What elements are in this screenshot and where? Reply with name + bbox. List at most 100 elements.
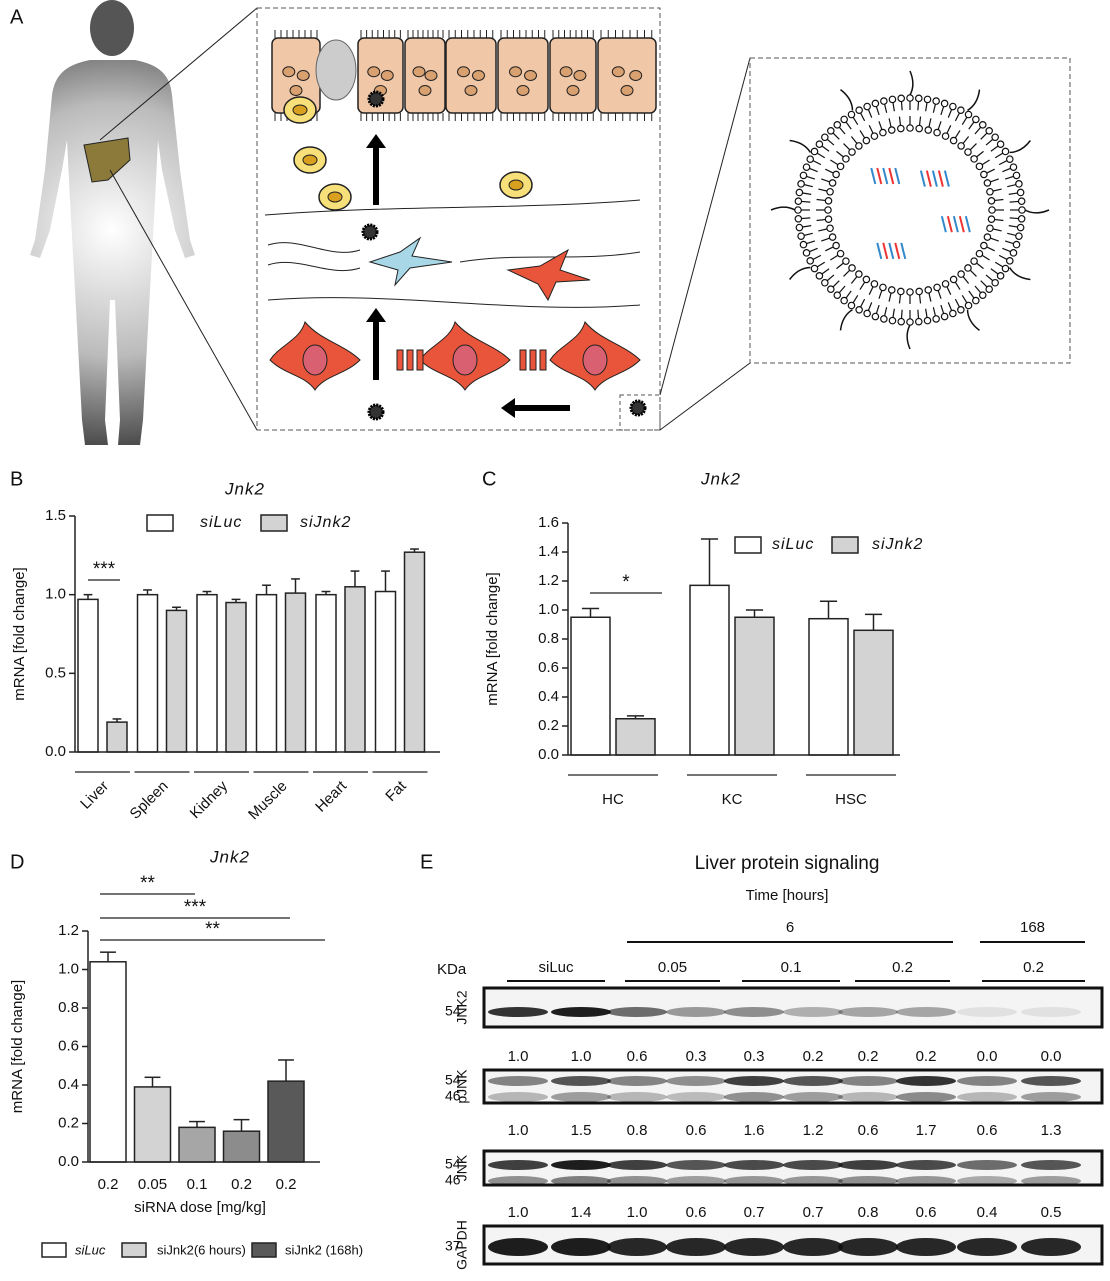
blot-band xyxy=(607,1007,667,1017)
lipid-head xyxy=(871,312,880,321)
lipid-head xyxy=(826,224,834,233)
legend-label: siJnk2(6 hours) xyxy=(157,1242,246,1257)
blot-band xyxy=(551,1007,611,1017)
kda-value: 37 xyxy=(445,1238,461,1254)
blot-band xyxy=(896,1076,956,1086)
nucleus xyxy=(524,70,537,81)
sirna xyxy=(894,167,901,185)
x-tick-label: KC xyxy=(722,791,743,808)
blot-band xyxy=(607,1176,667,1186)
quantification: 0.4 xyxy=(977,1204,998,1221)
significance-label: *** xyxy=(184,897,207,918)
lipid-head xyxy=(806,155,815,163)
blot-band xyxy=(607,1076,667,1086)
lipid-head xyxy=(821,133,829,142)
lane-group-label: 0.2 xyxy=(1023,959,1044,976)
lipid-head xyxy=(983,233,992,241)
quantification: 0.6 xyxy=(916,1204,937,1221)
kda-value: 46 xyxy=(445,1088,461,1104)
fiber xyxy=(267,242,361,253)
legend-label: siLuc xyxy=(200,514,242,531)
quantification: 0.6 xyxy=(858,1122,879,1139)
legend-label: siJnk2 xyxy=(872,536,923,553)
nucleus xyxy=(629,70,643,81)
lipid-head xyxy=(840,296,848,305)
lipid-head xyxy=(957,142,965,150)
hepatocyte xyxy=(445,37,497,114)
lipid-head xyxy=(987,197,996,205)
blot-band xyxy=(1021,1007,1081,1017)
legend-label: siJnk2 (168h) xyxy=(285,1242,363,1257)
immune-nucleus xyxy=(292,104,308,116)
lipid-head xyxy=(1005,155,1014,163)
lipid-head xyxy=(827,285,835,293)
kda-value: 54 xyxy=(445,1156,461,1172)
lipid-head xyxy=(821,278,829,287)
lipid-head xyxy=(897,287,905,296)
blot-band xyxy=(724,1160,784,1170)
fiber xyxy=(267,261,361,272)
lipid-head xyxy=(957,305,965,314)
lipid-head xyxy=(964,264,972,272)
y-axis-label: mRNA [fold change] xyxy=(9,980,26,1113)
sirna xyxy=(931,170,938,187)
bar xyxy=(89,961,127,1163)
quantification: 1.3 xyxy=(1041,1122,1062,1139)
nucleus xyxy=(412,66,426,78)
lipid-head xyxy=(1005,257,1014,265)
quantification: 1.0 xyxy=(508,1048,529,1065)
peg xyxy=(966,309,980,331)
quantification: 0.0 xyxy=(1041,1048,1062,1065)
lipid-head xyxy=(847,301,856,310)
immune-nucleus xyxy=(327,191,343,203)
bar xyxy=(222,1130,261,1163)
lipid-head xyxy=(870,280,879,288)
sirna xyxy=(946,215,953,233)
bar xyxy=(374,590,397,753)
lipid-head xyxy=(840,115,848,124)
lipid-head xyxy=(862,136,871,145)
junction xyxy=(396,349,404,371)
activated-stellate xyxy=(506,248,591,302)
nucleus xyxy=(367,66,381,78)
legend-swatch xyxy=(146,514,174,532)
zoom-box xyxy=(256,7,661,431)
chart-title: Jnk2 xyxy=(700,469,741,488)
endothelial-nucleus xyxy=(302,344,328,376)
lipid-head xyxy=(924,126,933,134)
lipid-head xyxy=(970,155,978,163)
nucleus xyxy=(380,70,394,81)
blot-band xyxy=(666,1092,726,1102)
y-tick-label: 1.6 xyxy=(538,514,559,531)
lipid-head xyxy=(1018,206,1026,214)
lipid-head xyxy=(978,121,987,129)
lipid-head xyxy=(794,197,803,206)
lipid-head xyxy=(964,301,973,310)
lipid-head xyxy=(996,272,1005,280)
bar xyxy=(689,584,730,756)
bar xyxy=(165,609,188,753)
lipid-head xyxy=(870,132,879,140)
panel-label: B xyxy=(10,468,23,490)
y-tick-label: 1.0 xyxy=(58,960,79,977)
blot-band xyxy=(724,1076,784,1086)
sirna xyxy=(940,215,947,233)
y-tick-label: 1.2 xyxy=(538,572,559,589)
sirna xyxy=(943,170,950,187)
lipid-head xyxy=(1017,214,1026,223)
lipid-head xyxy=(1017,197,1026,206)
blot-band xyxy=(1021,1092,1081,1102)
bar xyxy=(403,551,426,753)
blot-band xyxy=(551,1176,611,1186)
peg xyxy=(840,89,854,111)
significance-label: ** xyxy=(205,919,220,940)
arrow-head xyxy=(366,134,386,148)
nucleus xyxy=(289,85,303,96)
time-group-label: 168 xyxy=(1020,919,1045,936)
y-tick-label: 0.6 xyxy=(538,659,559,676)
blot-band xyxy=(838,1092,898,1102)
lipid-head xyxy=(914,94,923,103)
lipid-head xyxy=(940,312,949,321)
x-tick-label: 0.2 xyxy=(98,1176,119,1193)
blot-band xyxy=(1021,1176,1081,1186)
